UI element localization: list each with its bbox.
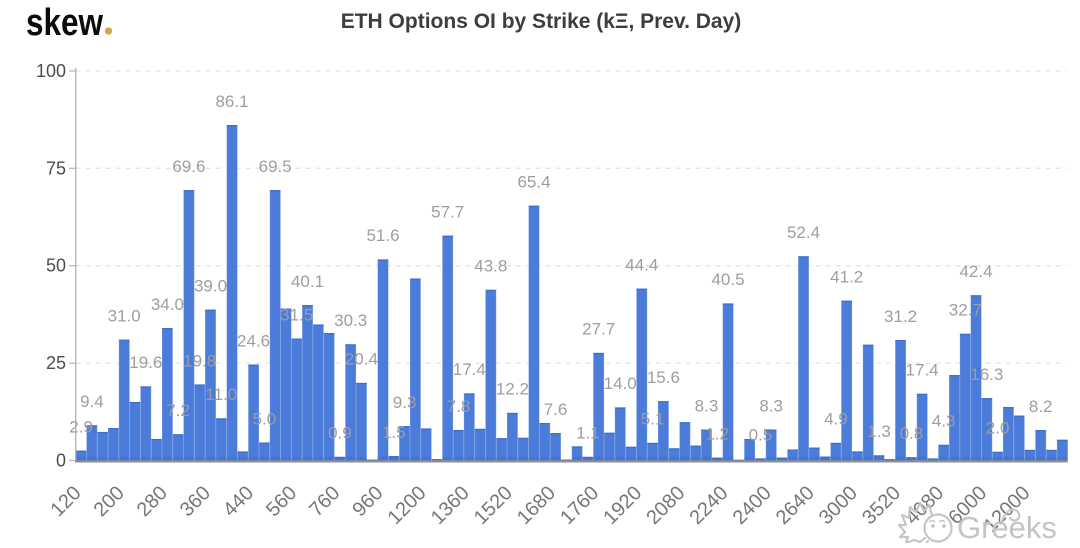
svg-text:17.4: 17.4 (906, 361, 939, 380)
svg-text:2080: 2080 (642, 482, 689, 529)
svg-text:11.0: 11.0 (205, 385, 237, 404)
svg-text:760: 760 (305, 482, 344, 521)
svg-text:100: 100 (36, 61, 66, 81)
svg-text:69.5: 69.5 (259, 157, 292, 176)
svg-text:43.8: 43.8 (474, 257, 507, 276)
svg-text:24.6: 24.6 (237, 331, 270, 350)
svg-text:1.2: 1.2 (705, 425, 729, 444)
svg-text:52.4: 52.4 (787, 223, 820, 242)
svg-text:200: 200 (90, 482, 129, 521)
svg-text:0.8: 0.8 (900, 424, 924, 443)
svg-text:3000: 3000 (815, 482, 862, 529)
svg-text:1520: 1520 (470, 482, 517, 529)
svg-text:1.1: 1.1 (576, 424, 600, 443)
svg-text:1.5: 1.5 (382, 423, 406, 442)
svg-text:20.4: 20.4 (345, 350, 378, 369)
svg-text:34.0: 34.0 (151, 295, 184, 314)
svg-text:2400: 2400 (729, 482, 776, 529)
svg-text:8.3: 8.3 (695, 396, 719, 415)
svg-text:Greeks: Greeks (957, 510, 1057, 543)
svg-text:75: 75 (46, 158, 66, 178)
svg-text:17.4: 17.4 (453, 360, 486, 379)
svg-text:51.6: 51.6 (366, 226, 399, 245)
svg-text:14.0: 14.0 (604, 374, 637, 393)
svg-text:1920: 1920 (599, 482, 646, 529)
svg-text:skew: skew (26, 2, 103, 44)
svg-text:1760: 1760 (556, 482, 603, 529)
svg-text:31.0: 31.0 (108, 307, 141, 326)
svg-text:1360: 1360 (427, 482, 474, 529)
svg-text:1.3: 1.3 (867, 422, 891, 441)
svg-text:15.6: 15.6 (647, 368, 680, 387)
svg-text:120: 120 (46, 482, 85, 521)
svg-text:2240: 2240 (686, 482, 733, 529)
svg-text:8.2: 8.2 (1029, 397, 1053, 416)
svg-text:440: 440 (219, 482, 258, 521)
svg-text:31.2: 31.2 (884, 307, 917, 326)
svg-text:27.7: 27.7 (582, 320, 615, 339)
svg-text:9.3: 9.3 (393, 393, 417, 412)
svg-text:0: 0 (56, 450, 66, 470)
svg-text:7.2: 7.2 (166, 401, 190, 420)
svg-text:8.3: 8.3 (759, 396, 783, 415)
svg-text:0.9: 0.9 (328, 424, 352, 443)
svg-text:41.2: 41.2 (830, 268, 863, 287)
svg-text:16.3: 16.3 (970, 365, 1003, 384)
svg-text:31.5: 31.5 (280, 305, 313, 324)
svg-text:280: 280 (133, 482, 172, 521)
svg-text:19.6: 19.6 (129, 353, 162, 372)
svg-text:69.6: 69.6 (172, 157, 205, 176)
svg-text:19.8: 19.8 (183, 351, 216, 370)
svg-text:5.1: 5.1 (641, 410, 665, 429)
svg-text:960: 960 (348, 482, 387, 521)
svg-text:2640: 2640 (772, 482, 819, 529)
svg-text:7.8: 7.8 (447, 397, 471, 416)
svg-text:12.2: 12.2 (496, 380, 529, 399)
svg-text:4.3: 4.3 (932, 412, 956, 431)
svg-text:9.4: 9.4 (80, 392, 104, 411)
svg-text:57.7: 57.7 (431, 203, 464, 222)
svg-text:2.9: 2.9 (69, 418, 93, 437)
svg-text:5.0: 5.0 (253, 409, 277, 428)
svg-text:50: 50 (46, 256, 66, 276)
svg-text:360: 360 (176, 482, 215, 521)
svg-text:40.5: 40.5 (711, 270, 744, 289)
svg-text:1200: 1200 (384, 482, 431, 529)
svg-text:4.9: 4.9 (824, 410, 848, 429)
svg-text:1680: 1680 (513, 482, 560, 529)
svg-text:7.6: 7.6 (544, 400, 568, 419)
svg-text:25: 25 (46, 353, 66, 373)
svg-text:2.0: 2.0 (986, 419, 1010, 438)
svg-text:3520: 3520 (858, 482, 905, 529)
svg-text:30.3: 30.3 (334, 311, 367, 330)
svg-text:32.7: 32.7 (949, 301, 982, 320)
svg-text:40.1: 40.1 (291, 272, 324, 291)
svg-text:ETH Options OI by Strike (kΞ,: ETH Options OI by Strike (kΞ, Prev. Day) (341, 10, 742, 33)
svg-text:560: 560 (262, 482, 301, 521)
svg-text:0.5: 0.5 (749, 425, 773, 444)
svg-text:44.4: 44.4 (625, 255, 658, 274)
svg-text:39.0: 39.0 (194, 277, 227, 296)
svg-text:42.4: 42.4 (959, 262, 992, 281)
svg-text:65.4: 65.4 (517, 173, 550, 192)
svg-text:86.1: 86.1 (215, 92, 248, 111)
